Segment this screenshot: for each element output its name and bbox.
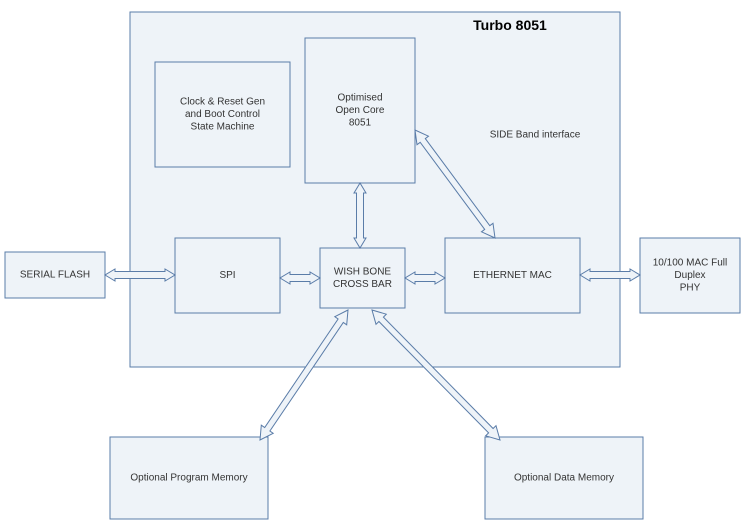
node-label-prog_mem-0: Optional Program Memory [130,473,247,484]
node-clock_reset: Clock & Reset Genand Boot Control State M… [155,62,290,167]
node-label-phy-0: 10/100 MAC Full [653,258,727,269]
node-label-open_core-1: Open Core [336,105,385,116]
diagram-title: Turbo 8051 [473,17,547,33]
node-data_mem: Optional Data Memory [485,437,643,519]
node-label-data_mem-0: Optional Data Memory [514,473,614,484]
node-label-clock_reset-1: and Boot Control [185,109,260,120]
node-label-spi-0: SPI [219,270,235,281]
node-prog_mem: Optional Program Memory [110,437,268,519]
node-label-wishbone-1: CROSS BAR [333,279,392,290]
node-serial_flash: SERIAL FLASH [5,252,105,298]
node-label-phy-1: Duplex [674,270,705,281]
node-wishbone: WISH BONE CROSS BAR [320,248,405,308]
node-label-clock_reset-0: Clock & Reset Gen [180,97,265,108]
node-label-phy-2: PHY [680,283,701,294]
node-label-wishbone-0: WISH BONE [334,266,392,277]
node-spi: SPI [175,238,280,313]
node-label-clock_reset-2: State Machine [191,122,255,133]
node-label-open_core-0: Optimised [337,93,382,104]
node-label-eth_mac-0: ETHERNET MAC [473,270,552,281]
node-open_core: OptimisedOpen Core 8051 [305,38,415,183]
node-eth_mac: ETHERNET MAC [445,238,580,313]
node-label-serial_flash-0: SERIAL FLASH [20,270,90,281]
node-label-open_core-2: 8051 [349,118,372,129]
node-phy: 10/100 MAC FullDuplex PHY [640,238,740,313]
edge-label-open_core-eth_mac: SIDE Band interface [490,130,581,141]
